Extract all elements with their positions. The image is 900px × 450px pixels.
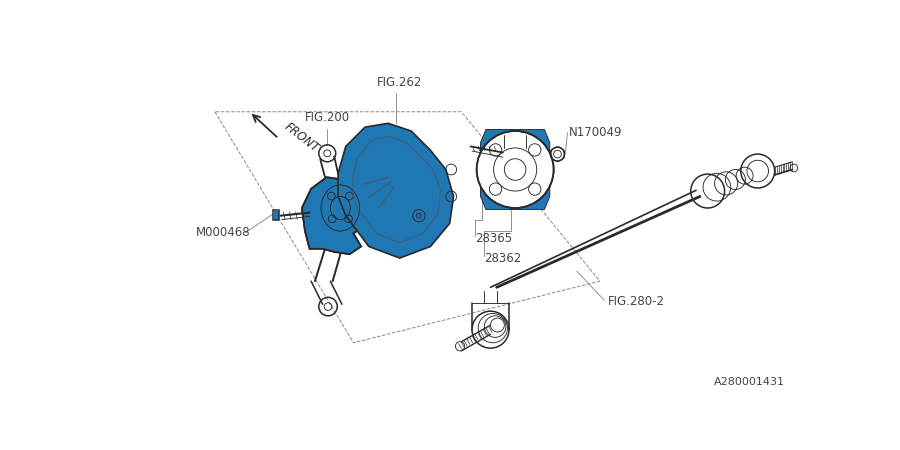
Text: N170049: N170049 [569,126,623,139]
Text: 28362: 28362 [484,252,522,265]
Text: FIG.262: FIG.262 [376,76,422,89]
Text: M000468: M000468 [195,226,250,239]
Text: 28365: 28365 [475,232,512,245]
Text: FIG.280-2: FIG.280-2 [608,296,664,308]
Polygon shape [273,210,279,220]
Text: FIG.200: FIG.200 [305,112,350,124]
Circle shape [477,131,554,208]
Polygon shape [338,123,454,258]
Polygon shape [481,130,550,210]
Text: FRONT: FRONT [282,120,321,155]
Text: A280001431: A280001431 [714,377,785,387]
Polygon shape [302,177,373,254]
